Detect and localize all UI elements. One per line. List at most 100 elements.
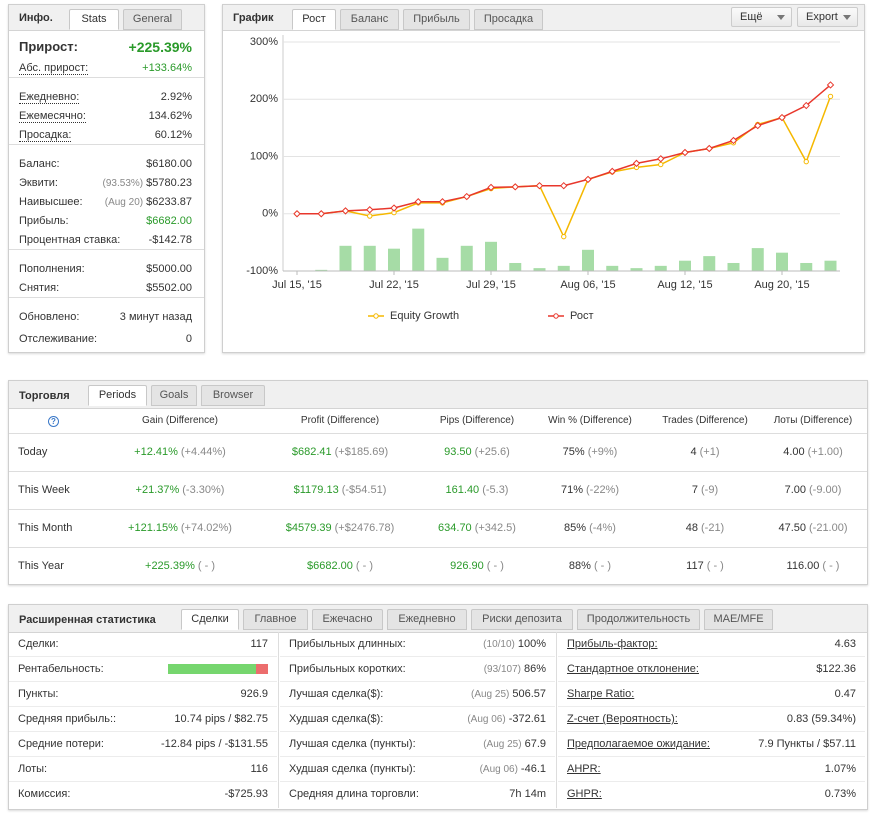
info-value: (Aug 20) $6233.87 <box>105 195 192 210</box>
stat-label: Прибыль-фактор: <box>567 637 658 651</box>
info-label: Обновлено: <box>19 310 79 324</box>
tab[interactable]: Ежедневно <box>387 609 467 630</box>
info-label-text: Абс. прирост: <box>19 62 89 75</box>
table-cell: 117( - ) <box>615 559 795 573</box>
x-tick-label: Aug 06, '15 <box>560 279 615 291</box>
bar <box>727 262 740 271</box>
tab[interactable]: Browser <box>201 385 265 406</box>
cell-main: 88% <box>568 560 591 572</box>
stat-value: 116 <box>250 762 268 776</box>
stat-value-text: 86% <box>523 663 546 675</box>
tab[interactable]: Просадка <box>474 9 543 30</box>
stat-label: Средняя длина торговли: <box>289 787 419 801</box>
table-cell: 7 (-9) <box>615 483 795 497</box>
cell-main: 85% <box>564 522 587 534</box>
menu-button[interactable]: Export <box>797 7 858 27</box>
chart-panel <box>222 4 865 353</box>
point <box>366 206 374 214</box>
cell-diff: (+342.5) <box>474 522 516 534</box>
cell-diff: (-3.30%) <box>182 484 225 496</box>
menu-button[interactable]: Ещё <box>731 7 792 27</box>
panel-title: Торговля <box>19 390 70 402</box>
tab[interactable]: General <box>123 9 182 30</box>
period-label: This Month <box>18 522 73 534</box>
table-cell: 71% (-22%) <box>500 483 680 497</box>
info-panel <box>8 4 205 353</box>
table-cell: +121.15% (+74.02%) <box>90 521 270 535</box>
stat-label-text: AHPR: <box>567 763 601 775</box>
separator <box>558 656 865 657</box>
point <box>367 213 373 219</box>
cell-main: 7 <box>691 484 698 496</box>
stat-value: $122.36 <box>816 662 856 676</box>
y-tick-label: -100% <box>246 265 278 277</box>
info-value: 2.92% <box>161 90 192 104</box>
info-label: Прирост: <box>19 40 78 54</box>
point <box>293 210 301 218</box>
cell-diff: ( - ) <box>197 560 215 572</box>
cell-main: 4.00 <box>783 446 805 458</box>
cell-diff: (-21.00) <box>809 522 848 534</box>
stat-value: -12.84 pips / -$131.55 <box>161 737 268 751</box>
separator <box>9 471 867 472</box>
help-icon[interactable]: ? <box>48 416 59 427</box>
bar <box>824 260 837 271</box>
tab[interactable]: Сделки <box>181 609 239 630</box>
dropdown-arrow <box>843 15 851 20</box>
info-label-text: Обновлено: <box>19 311 80 323</box>
stat-value-text: 926.9 <box>240 688 268 700</box>
legend-label: Equity Growth <box>390 310 459 322</box>
stat-value-text: 0.73% <box>824 788 856 800</box>
separator <box>280 731 555 732</box>
info-label: Ежедневно: <box>19 90 80 104</box>
tab[interactable]: Goals <box>151 385 197 406</box>
tab[interactable]: Риски депозита <box>471 609 573 630</box>
info-label: Эквити: <box>19 176 58 190</box>
extended-panel <box>8 604 868 810</box>
stat-value: 0.83 (59.34%) <box>787 712 856 726</box>
cell-diff: (-$54.51) <box>341 484 387 496</box>
bar <box>388 248 400 271</box>
tab[interactable]: Прибыль <box>403 9 470 30</box>
separator <box>9 781 277 782</box>
stat-value-text: -46.1 <box>520 763 546 775</box>
table-cell: 88%( - ) <box>500 559 680 573</box>
separator <box>280 706 555 707</box>
column-divider <box>556 632 557 808</box>
point <box>658 161 664 168</box>
info-label-text: Просадка: <box>19 129 72 142</box>
bar <box>630 268 643 271</box>
tab[interactable]: Главное <box>243 609 308 630</box>
point <box>390 204 398 212</box>
profitability-bar <box>168 664 256 674</box>
tab[interactable]: MAE/MFE <box>704 609 773 630</box>
cell-main: 117 <box>686 560 704 572</box>
column-header: Trades (Difference) <box>662 415 748 426</box>
stat-value: 1.07% <box>825 762 856 776</box>
cell-diff: (-21) <box>701 522 725 534</box>
info-label-text: Ежедневно: <box>19 91 80 104</box>
dropdown-arrow <box>777 15 785 20</box>
tab[interactable]: Продолжительность <box>577 609 700 630</box>
period-label: This Week <box>18 484 70 496</box>
info-value-text: 0 <box>185 333 192 345</box>
tab[interactable]: Stats <box>69 9 119 30</box>
separator <box>9 77 204 78</box>
info-label-text: Снятия: <box>19 282 60 294</box>
separator <box>558 681 865 682</box>
tab[interactable]: Рост <box>292 9 336 30</box>
info-label-text: Ежемесячно: <box>19 110 86 123</box>
stat-label: Худшая сделка (пункты): <box>289 762 416 776</box>
point <box>729 136 738 145</box>
stat-label: Комиссия: <box>18 787 70 801</box>
info-value: $6682.00 <box>146 214 192 228</box>
cell-diff: ( - ) <box>593 560 612 572</box>
tab[interactable]: Periods <box>88 385 147 406</box>
table-cell: 116.00( - ) <box>723 559 873 573</box>
stat-label-text: Прибыльных длинных: <box>289 638 406 650</box>
tab[interactable]: Ежечасно <box>312 609 383 630</box>
stat-label-text: Средние потери: <box>18 738 104 750</box>
column-header: Лоты (Difference) <box>773 415 853 426</box>
tab[interactable]: Баланс <box>340 9 399 30</box>
info-label-text: Прирост: <box>19 39 78 54</box>
